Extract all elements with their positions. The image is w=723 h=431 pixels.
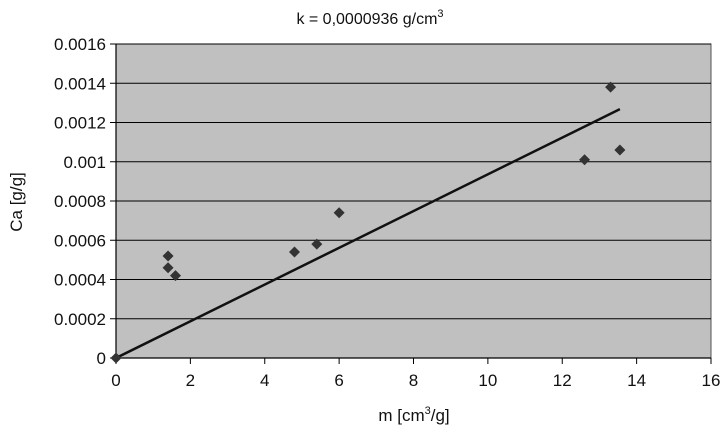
y-tick-label: 0.0006 xyxy=(54,231,106,250)
x-tick-labels: 0 2 4 6 8 10 12 14 16 xyxy=(111,358,720,390)
data-points xyxy=(110,81,626,364)
data-point xyxy=(614,144,626,156)
x-tick-label: 14 xyxy=(627,371,646,390)
y-axis-title: Ca [g/g] xyxy=(7,172,26,232)
x-tick-label: 6 xyxy=(334,371,343,390)
data-point xyxy=(170,270,181,282)
y-tick-label: 0.0004 xyxy=(54,271,106,290)
chart-title: k = 0,0000936 g/cm3 xyxy=(296,8,443,28)
x-axis-title: m [cm3/g] xyxy=(378,405,449,425)
y-tick-label: 0.001 xyxy=(63,153,106,172)
data-point xyxy=(605,81,617,93)
x-tick-label: 4 xyxy=(260,371,269,390)
x-tick-label: 2 xyxy=(186,371,195,390)
trendline xyxy=(115,108,621,360)
y-tick-label: 0.0014 xyxy=(54,74,106,93)
x-tick-label: 8 xyxy=(409,371,418,390)
data-point xyxy=(333,207,345,219)
data-point xyxy=(579,154,591,166)
x-tick-label: 10 xyxy=(478,371,497,390)
x-tick-label: 16 xyxy=(702,371,721,390)
y-tick-label: 0.0016 xyxy=(54,35,106,54)
data-point xyxy=(311,238,323,250)
x-tick-label: 0 xyxy=(111,371,120,390)
data-point xyxy=(289,246,300,258)
x-tick-label: 12 xyxy=(553,371,572,390)
y-tick-label: 0.0012 xyxy=(54,114,106,133)
data-point xyxy=(162,250,174,262)
y-tick-label: 0 xyxy=(97,349,106,368)
y-tick-label: 0.0008 xyxy=(54,192,106,211)
y-tick-label: 0.0002 xyxy=(54,310,106,329)
data-point xyxy=(110,352,122,364)
y-tick-labels: 0 0.0002 0.0004 0.0006 0.0008 0.001 0.0012 0.00… xyxy=(54,35,116,368)
data-point xyxy=(162,262,174,274)
